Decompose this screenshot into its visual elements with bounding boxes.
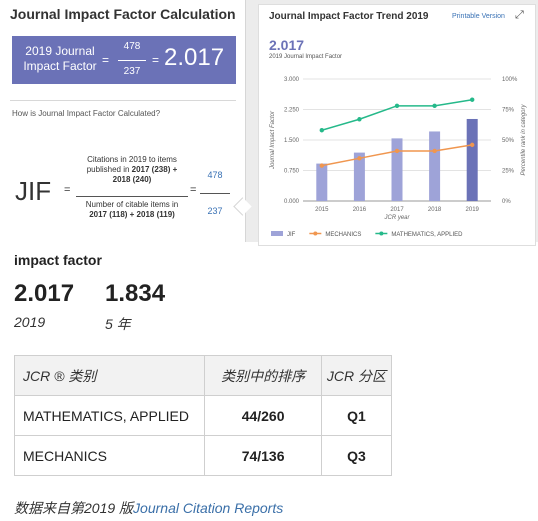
category-cell: MECHANICS bbox=[13, 435, 206, 476]
x-axis-label: JCR year bbox=[383, 215, 410, 221]
y2-tick-label: 100% bbox=[502, 77, 518, 83]
y-tick-label: 3.000 bbox=[284, 77, 300, 83]
fraction-line bbox=[118, 60, 146, 61]
formula-text-line: published in 2017 (238) + bbox=[76, 165, 188, 175]
point-mechanics bbox=[357, 156, 362, 161]
category-cell: MATHEMATICS, APPLIED bbox=[13, 395, 206, 436]
formula-text-line: Number of citable items in bbox=[85, 200, 179, 209]
header-category: JCR ® 类别 bbox=[13, 355, 206, 396]
trend-chart: 0.000 0.750 1.500 2.250 3.000 0% 25% 50% 75% 100%… bbox=[270, 77, 527, 238]
equals-sign: = bbox=[190, 184, 197, 196]
table-row: MECHANICS 74/136 Q3 bbox=[13, 435, 393, 476]
formula-denominator-text: Number of citable items in 2017 (118) + … bbox=[76, 200, 188, 220]
y-tick-label: 0.750 bbox=[284, 169, 300, 175]
impact-factor-heading: impact factor bbox=[14, 252, 102, 268]
side-numerator: 478 bbox=[207, 170, 223, 180]
jif-calculation-card: Journal Impact Factor Calculation 2019 J… bbox=[0, 0, 252, 242]
bar-jif bbox=[429, 131, 441, 201]
box-denominator: 237 bbox=[123, 66, 141, 77]
quartile-cell: Q3 bbox=[320, 435, 393, 476]
printable-version-link[interactable]: Printable Version bbox=[452, 13, 505, 20]
jif-result: 2.017 bbox=[164, 44, 225, 71]
formula-text-bold: 2017 (238) + bbox=[131, 165, 178, 174]
pointer-caret bbox=[233, 197, 252, 216]
trend-card-title: Journal Impact Factor Trend 2019 bbox=[269, 11, 429, 22]
table-header-row: JCR ® 类别 类别中的排序 JCR 分区 bbox=[13, 355, 393, 396]
equals-sign: = bbox=[152, 53, 160, 67]
formula-text: published in bbox=[86, 165, 132, 174]
jif-label: JIF bbox=[15, 176, 52, 206]
top-panel: Journal Impact Factor Calculation 2019 J… bbox=[0, 0, 538, 246]
calc-card-title: Journal Impact Factor Calculation bbox=[10, 6, 236, 22]
point-mechanics bbox=[470, 142, 475, 148]
y-axis-label: Journal Impact Factor bbox=[270, 110, 276, 170]
source-note: 数据来自第2019 版Journal Citation Reports bbox=[14, 498, 283, 518]
y-tick-label: 2.250 bbox=[284, 108, 300, 114]
jif-trend-card: 0.000 0.750 1.500 2.250 3.000 0% 25% 50% 75% 100%… bbox=[258, 4, 536, 246]
y2-tick-label: 75% bbox=[502, 108, 515, 114]
formula-text-line: 2017 (118) + 2018 (119) bbox=[76, 210, 188, 220]
jif-box-label: 2019 Journal Impact Factor bbox=[23, 44, 97, 73]
legend-swatch-jif bbox=[271, 231, 283, 236]
divider bbox=[10, 100, 236, 101]
jif-5year-value: 1.834 bbox=[105, 280, 166, 307]
point-mechanics bbox=[432, 148, 437, 154]
expand-icon[interactable]: ⤢ bbox=[515, 9, 524, 21]
bar-jif bbox=[466, 118, 478, 201]
jcr-link[interactable]: Journal Citation Reports bbox=[133, 500, 284, 516]
equals-sign: = bbox=[102, 53, 110, 67]
legend-label: MATHEMATICS, APPLIED bbox=[391, 232, 463, 238]
side-denominator: 237 bbox=[207, 206, 223, 216]
x-tick-label: 2019 bbox=[466, 207, 480, 213]
legend-marker-mathematics-applied bbox=[379, 231, 384, 236]
point-mathematics-applied bbox=[357, 117, 362, 122]
x-tick-label: 2015 bbox=[315, 207, 329, 213]
source-prefix: 数据来自第2019 版 bbox=[14, 500, 134, 516]
formula-text-bold: 2018 (240) bbox=[112, 175, 152, 184]
legend-label: MECHANICS bbox=[325, 232, 361, 238]
jcr-category-table: JCR ® 类别 类别中的排序 JCR 分区 MATHEMATICS, APPL… bbox=[13, 355, 393, 476]
point-mathematics-applied bbox=[470, 97, 475, 102]
legend-marker-mechanics bbox=[313, 231, 318, 236]
point-mathematics-applied bbox=[394, 103, 400, 109]
trend-subtitle: 2019 Journal Impact Factor bbox=[269, 54, 343, 60]
legend-label: JIF bbox=[287, 232, 296, 238]
fraction-line bbox=[76, 196, 188, 197]
formula-text-line: Citations in 2019 to items bbox=[87, 155, 177, 164]
y2-tick-label: 50% bbox=[502, 138, 515, 144]
point-mechanics bbox=[319, 163, 324, 168]
x-tick-label: 2018 bbox=[428, 207, 442, 213]
y-tick-label: 1.500 bbox=[284, 138, 300, 144]
how-calculated-text: How is Journal Impact Factor Calculated? bbox=[12, 109, 161, 118]
bar-jif bbox=[316, 163, 328, 201]
fraction-line bbox=[200, 193, 230, 194]
x-tick-label: 2016 bbox=[353, 207, 367, 213]
point-mechanics bbox=[394, 148, 400, 154]
x-tick-label: 2017 bbox=[390, 207, 404, 213]
rank-cell: 74/136 bbox=[204, 435, 322, 476]
y2-tick-label: 0% bbox=[502, 199, 511, 205]
formula-text-line: 2018 (240) bbox=[76, 175, 188, 185]
table-row: MATHEMATICS, APPLIED 44/260 Q1 bbox=[13, 395, 393, 436]
y2-axis-label: Percentile rank in category bbox=[521, 103, 527, 175]
jif-2019-value: 2.017 bbox=[14, 280, 75, 307]
box-numerator: 478 bbox=[123, 41, 141, 52]
bar-jif bbox=[391, 138, 403, 201]
y2-tick-label: 25% bbox=[502, 169, 515, 175]
header-rank: 类别中的排序 bbox=[204, 355, 322, 396]
jif-summary-box: 2019 Journal Impact Factor = 478 237 = 2… bbox=[12, 36, 236, 84]
jif-2019-label: 2019 bbox=[14, 314, 46, 330]
jif-5year-label: 5 年 bbox=[105, 316, 131, 332]
header-quartile: JCR 分区 bbox=[320, 355, 393, 396]
rank-cell: 44/260 bbox=[204, 395, 322, 436]
bar-jif bbox=[353, 152, 365, 201]
point-mathematics-applied bbox=[432, 103, 437, 109]
trend-jif-value: 2.017 bbox=[269, 37, 305, 53]
point-mathematics-applied bbox=[319, 128, 324, 133]
formula-text-bold: 2017 (118) + 2018 (119) bbox=[89, 210, 175, 219]
y-tick-label: 0.000 bbox=[284, 199, 300, 205]
formula-numerator-text: Citations in 2019 to items published in … bbox=[76, 155, 188, 185]
quartile-cell: Q1 bbox=[320, 395, 393, 436]
equals-sign: = bbox=[64, 184, 71, 196]
